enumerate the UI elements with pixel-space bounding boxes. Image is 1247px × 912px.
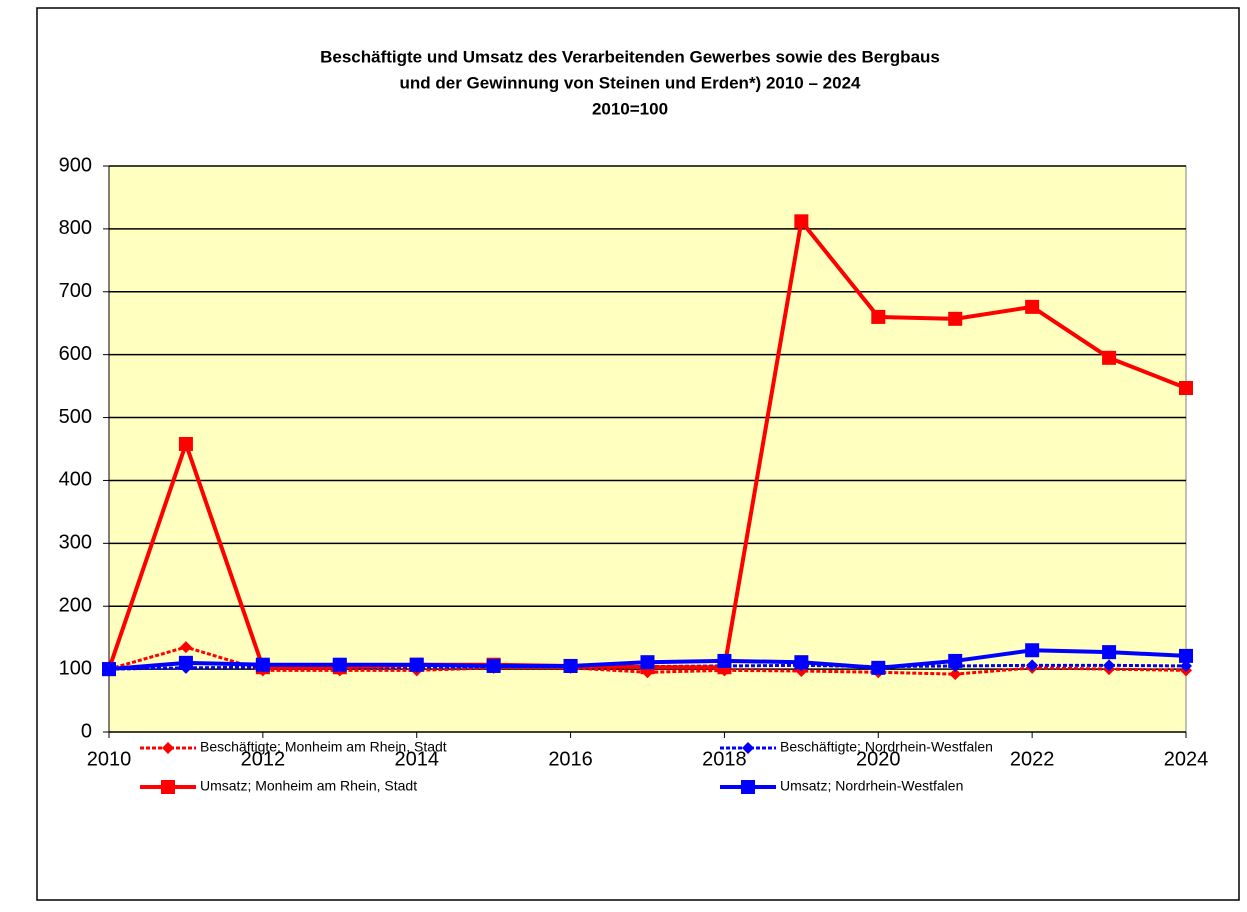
marker (1179, 648, 1193, 663)
legend-marker (162, 742, 174, 754)
marker (486, 658, 501, 673)
chart-title: 2010=100 (592, 99, 668, 118)
x-tick-label: 2022 (1010, 748, 1055, 770)
marker (794, 655, 809, 670)
y-tick-label: 100 (59, 657, 92, 679)
marker (178, 436, 193, 451)
marker (563, 658, 578, 673)
legend-item: Beschäftigte; Monheim am Rhein, Stadt (140, 739, 447, 755)
marker (332, 657, 347, 672)
marker (1102, 350, 1117, 365)
y-tick-label: 200 (59, 595, 92, 617)
marker (1026, 659, 1039, 672)
legend-marker (742, 742, 754, 754)
marker (1180, 659, 1192, 672)
x-tick-label: 2016 (548, 748, 593, 770)
marker (102, 662, 116, 677)
marker (1179, 380, 1193, 395)
series-line (108, 663, 1187, 671)
y-tick-label: 800 (59, 217, 92, 239)
y-tick-label: 300 (59, 532, 92, 554)
y-tick-label: 900 (59, 154, 92, 176)
series-line (108, 645, 1187, 676)
plot-area (108, 165, 1187, 733)
legend-label: Beschäftigte; Monheim am Rhein, Stadt (200, 739, 447, 755)
y-tick-label: 700 (59, 280, 92, 302)
x-tick-label: 2010 (87, 748, 132, 770)
marker (640, 655, 655, 670)
marker (409, 657, 424, 672)
marker (949, 668, 962, 681)
legend-marker (161, 780, 175, 794)
marker (871, 309, 886, 324)
marker (1103, 659, 1116, 672)
marker (255, 657, 270, 672)
legend-label: Beschäftigte; Nordrhein-Westfalen (780, 739, 993, 755)
marker (1025, 643, 1040, 658)
legend-item: Umsatz; Nordrhein-Westfalen (720, 778, 963, 794)
y-tick-label: 0 (81, 720, 92, 742)
legend-marker (741, 780, 755, 794)
marker (1025, 299, 1040, 314)
legend-item: Beschäftigte; Nordrhein-Westfalen (720, 739, 993, 755)
legend-item: Umsatz; Monheim am Rhein, Stadt (140, 778, 417, 794)
chart-title: und der Gewinnung von Steinen und Erden*… (400, 73, 862, 92)
legend-label: Umsatz; Nordrhein-Westfalen (780, 778, 963, 794)
y-tick-label: 500 (59, 406, 92, 428)
x-tick-label: 2024 (1164, 748, 1209, 770)
marker (794, 214, 809, 229)
x-tick-label: 2012 (241, 748, 286, 770)
legend-label: Umsatz; Monheim am Rhein, Stadt (200, 778, 417, 794)
marker (1102, 645, 1117, 660)
marker (178, 655, 193, 670)
marker (871, 660, 886, 675)
marker (179, 641, 192, 654)
y-tick-label: 400 (59, 469, 92, 491)
marker (717, 653, 732, 668)
x-tick-label: 2020 (856, 748, 901, 770)
y-tick-label: 600 (59, 343, 92, 365)
marker (948, 311, 963, 326)
marker (948, 653, 963, 668)
chart-title: Beschäftigte und Umsatz des Verarbeitend… (320, 47, 940, 66)
x-tick-label: 2018 (702, 748, 747, 770)
x-tick-label: 2014 (394, 748, 439, 770)
